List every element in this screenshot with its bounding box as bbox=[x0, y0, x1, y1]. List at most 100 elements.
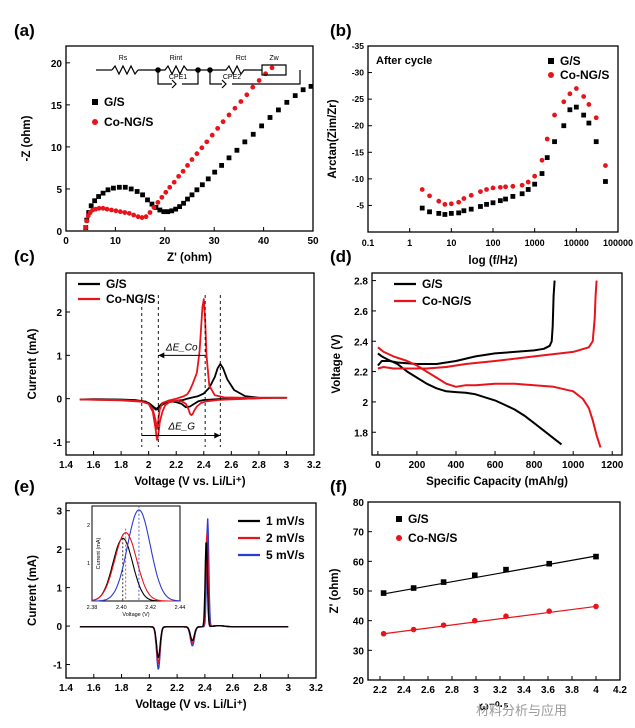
x-tick-label: 10 bbox=[446, 238, 456, 248]
panel-label: (f) bbox=[330, 477, 347, 496]
x-tick-label: 2 bbox=[146, 460, 152, 471]
y-tick-label: 0 bbox=[56, 622, 62, 633]
data-point bbox=[105, 187, 111, 193]
data-point bbox=[548, 58, 554, 64]
data-point bbox=[567, 91, 573, 97]
y-tick-label: 2.6 bbox=[354, 307, 368, 318]
x-tick-label: 3.2 bbox=[307, 460, 321, 471]
cpe1 bbox=[171, 79, 177, 89]
data-point bbox=[122, 184, 128, 190]
data-point bbox=[169, 208, 175, 214]
x-tick-label: 1200 bbox=[601, 460, 624, 471]
data-point bbox=[117, 209, 123, 215]
x-tick-label: 3.2 bbox=[309, 683, 323, 694]
plot-frame bbox=[65, 45, 314, 232]
x-tick-label: 3 bbox=[285, 683, 291, 694]
x-axis-label: Z' (ohm) bbox=[167, 252, 212, 264]
data-point bbox=[472, 572, 478, 579]
data-point bbox=[461, 208, 467, 214]
resistor-rs bbox=[111, 64, 139, 76]
x-tick-label: 1.4 bbox=[59, 460, 73, 471]
x-tick-label: 0.1 bbox=[362, 238, 375, 248]
data-point bbox=[238, 99, 244, 104]
y-tick-label: 5 bbox=[56, 185, 62, 196]
data-point bbox=[151, 205, 157, 210]
data-point bbox=[510, 183, 516, 189]
data-point bbox=[410, 585, 417, 591]
data-point bbox=[427, 209, 432, 215]
x-tick-label: 1.4 bbox=[59, 683, 73, 694]
data-point bbox=[525, 187, 531, 192]
y-tick-label: 20 bbox=[51, 59, 63, 70]
data-point bbox=[189, 157, 195, 162]
data-point bbox=[442, 212, 448, 217]
series-line bbox=[79, 542, 289, 659]
inset-peak bbox=[91, 532, 180, 602]
y-tick-label: -25 bbox=[352, 94, 365, 104]
legend-label: G/S bbox=[408, 512, 429, 526]
y-tick-label: 2 bbox=[56, 308, 62, 319]
legend-label: Co-NG/S bbox=[408, 531, 457, 545]
data-point bbox=[546, 608, 552, 614]
data-point bbox=[219, 163, 225, 168]
data-point bbox=[116, 184, 122, 190]
data-point bbox=[593, 139, 599, 145]
data-point bbox=[581, 112, 587, 118]
x-tick-label: 3.8 bbox=[565, 685, 579, 696]
legend-label: 5 mV/s bbox=[266, 548, 305, 562]
y-tick-label: -15 bbox=[352, 147, 365, 157]
inset-y-label: Current (mA) bbox=[96, 537, 102, 569]
x-axis-label: Specific Capacity (mAh/g) bbox=[426, 476, 568, 488]
x-tick-label: 40 bbox=[258, 236, 270, 247]
arrow-head bbox=[214, 432, 221, 439]
x-tick-label: 2.2 bbox=[170, 683, 184, 694]
x-tick-label: 3 bbox=[473, 685, 479, 696]
data-point bbox=[147, 210, 153, 215]
annotation: ΔE_G bbox=[167, 422, 195, 433]
data-point bbox=[503, 196, 508, 202]
legend-label: 2 mV/s bbox=[266, 531, 305, 545]
data-point bbox=[503, 184, 508, 190]
x-axis-label: ω⁻⁰·⁵ bbox=[479, 700, 509, 713]
x-tick-label: 2.4 bbox=[198, 683, 212, 694]
data-point bbox=[212, 169, 218, 175]
y-tick-label: 1 bbox=[56, 351, 62, 362]
data-point bbox=[308, 83, 314, 89]
y-tick-label: 30 bbox=[353, 646, 365, 657]
data-point bbox=[165, 209, 171, 215]
inset-y-tick-label: 1 bbox=[87, 561, 90, 567]
y-tick-label: 1.8 bbox=[354, 428, 368, 439]
y-tick-label: 0 bbox=[56, 227, 62, 238]
series-line bbox=[377, 280, 556, 367]
data-point bbox=[448, 211, 454, 216]
x-tick-label: 2.6 bbox=[226, 683, 240, 694]
series-line bbox=[79, 298, 288, 441]
y-tick-label: 20 bbox=[353, 676, 365, 687]
plot-frame bbox=[65, 502, 317, 679]
circuit-label: Rint bbox=[170, 55, 183, 62]
data-point bbox=[510, 193, 516, 199]
data-point bbox=[250, 131, 256, 137]
legend-label: 1 mV/s bbox=[266, 514, 305, 528]
data-point bbox=[456, 210, 462, 216]
data-point bbox=[593, 603, 599, 610]
x-tick-label: 800 bbox=[526, 460, 543, 471]
data-point bbox=[92, 198, 98, 204]
legend-label: Co-NG/S bbox=[560, 68, 609, 82]
y-tick-label: 2.8 bbox=[354, 277, 368, 288]
x-tick-label: 1 bbox=[407, 238, 412, 248]
panel-d: 0 200 400 600 800 1000 1200 1.8 2 2.2 2.4 2.6 2.8 Spe… bbox=[330, 247, 624, 488]
x-tick-label: 2.2 bbox=[373, 685, 387, 696]
x-tick-label: 1.6 bbox=[87, 460, 101, 471]
data-point bbox=[544, 136, 550, 142]
legend-label: Co-NG/S bbox=[422, 294, 471, 308]
data-point bbox=[440, 622, 447, 628]
data-point bbox=[242, 139, 248, 145]
data-point bbox=[113, 208, 119, 214]
y-axis-label: -Z (ohm) bbox=[21, 115, 33, 161]
data-point bbox=[185, 196, 190, 202]
data-point bbox=[532, 173, 538, 179]
y-tick-label: -10 bbox=[352, 174, 365, 184]
panel-label: (e) bbox=[14, 477, 35, 496]
x-tick-label: 50 bbox=[307, 236, 319, 247]
